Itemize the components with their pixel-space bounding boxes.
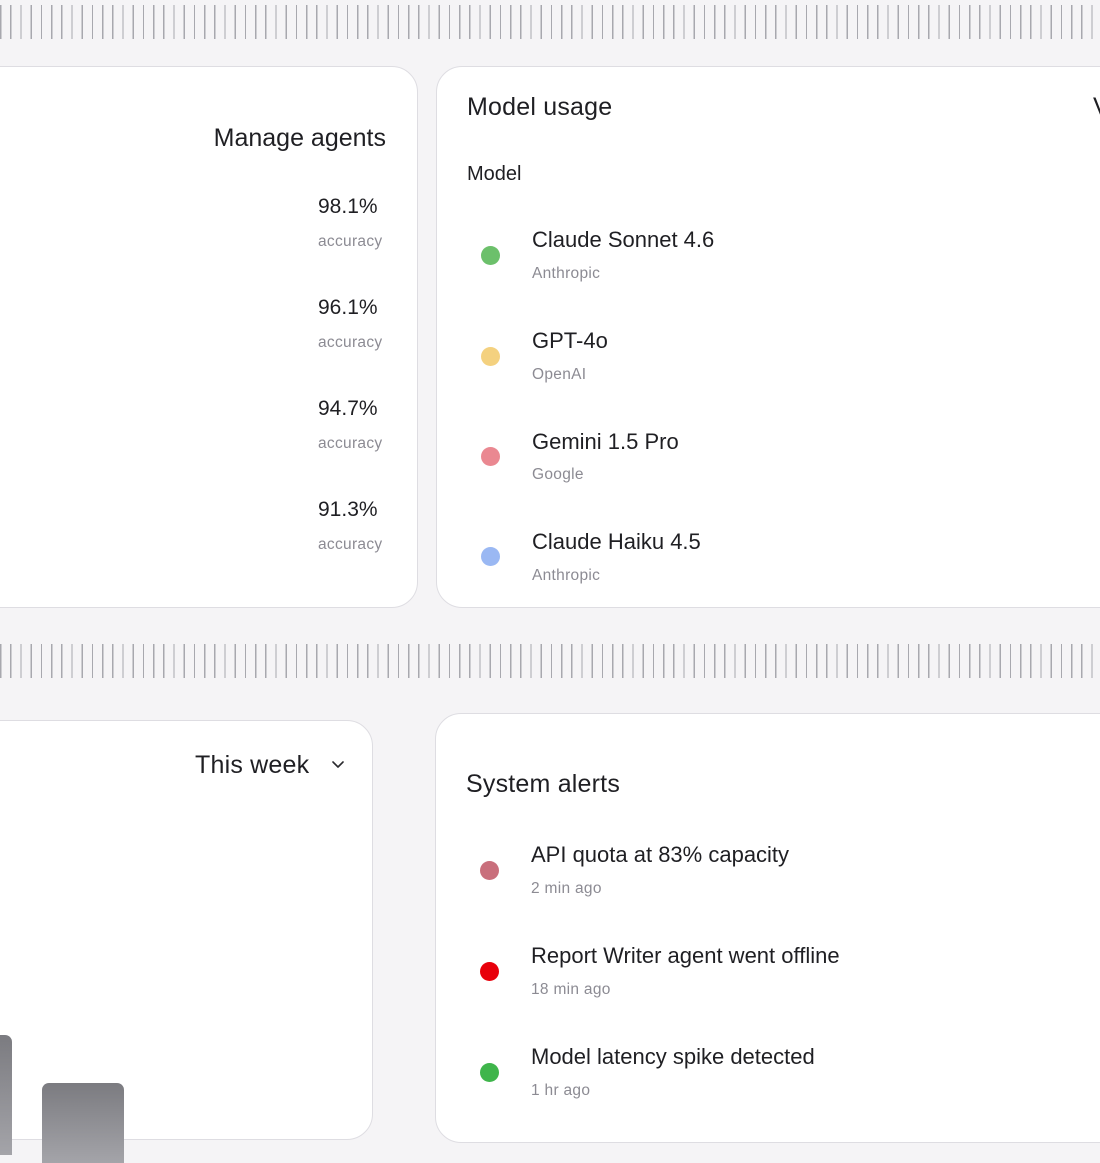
accuracy-label: accuracy <box>318 536 383 553</box>
alert-time: 18 min ago <box>531 981 611 998</box>
alert-time: 1 hr ago <box>531 1082 591 1099</box>
accuracy-label: accuracy <box>318 233 383 250</box>
accuracy-value: 91.3% <box>318 498 378 521</box>
model-usage-card: Model usage Model Claude Sonnet 4.6 Anth… <box>436 66 1100 608</box>
alert-text: API quota at 83% capacity <box>531 842 790 867</box>
alert-time: 2 min ago <box>531 880 602 897</box>
alert-status-dot <box>480 962 499 981</box>
chart-bar <box>42 1083 124 1163</box>
accuracy-label: accuracy <box>318 334 383 351</box>
alert-status-dot <box>480 861 499 880</box>
agents-card: Manage agents 98.1% accuracy 96.1% accur… <box>0 66 418 608</box>
model-name: Gemini 1.5 Pro <box>532 429 679 454</box>
model-name: Claude Sonnet 4.6 <box>532 227 715 252</box>
model-color-dot <box>481 547 500 566</box>
activity-card: This week <box>0 720 373 1163</box>
accuracy-value: 94.7% <box>318 397 378 420</box>
middle-tick-strip <box>0 644 1100 678</box>
model-color-dot <box>481 447 500 466</box>
model-provider: Anthropic <box>532 265 601 282</box>
period-select[interactable]: This week <box>195 751 309 780</box>
model-provider: Google <box>532 466 584 483</box>
chevron-down-icon[interactable] <box>331 760 345 770</box>
model-name: GPT-4o <box>532 328 608 353</box>
model-color-dot <box>481 347 500 366</box>
accuracy-value: 98.1% <box>318 195 378 218</box>
model-provider: Anthropic <box>532 567 601 584</box>
alert-text: Report Writer agent went offline <box>531 943 840 968</box>
chart-bar <box>0 1035 12 1155</box>
system-alerts-card: System alerts API quota at 83% capacity … <box>435 713 1100 1143</box>
clipped-header-link[interactable]: V <box>1093 93 1100 122</box>
top-tick-strip <box>0 5 1100 39</box>
model-color-dot <box>481 246 500 265</box>
alert-status-dot <box>480 1063 499 1082</box>
accuracy-value: 96.1% <box>318 296 378 319</box>
alert-text: Model latency spike detected <box>531 1044 815 1069</box>
accuracy-label: accuracy <box>318 435 383 452</box>
period-select-value: This week <box>195 751 310 779</box>
card-title: System alerts <box>466 770 621 798</box>
model-provider: OpenAI <box>532 366 587 383</box>
model-name: Claude Haiku 4.5 <box>532 529 701 554</box>
column-header-model: Model <box>467 163 522 185</box>
card-title: Model usage <box>467 93 613 121</box>
manage-agents-link[interactable]: Manage agents <box>213 124 386 152</box>
